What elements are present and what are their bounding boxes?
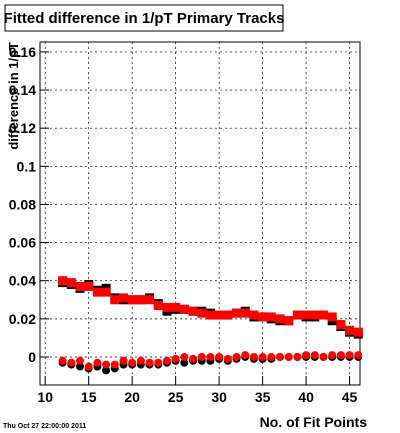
point bbox=[102, 366, 111, 375]
point bbox=[197, 308, 207, 318]
x-tick-label: 25 bbox=[168, 389, 184, 405]
point bbox=[293, 352, 302, 361]
point bbox=[118, 293, 128, 303]
x-tick-label: 10 bbox=[37, 389, 53, 405]
point bbox=[92, 287, 102, 297]
point bbox=[75, 281, 85, 291]
point bbox=[284, 316, 294, 326]
point bbox=[136, 356, 145, 365]
point bbox=[249, 352, 258, 361]
chart-title: Fitted difference in 1/pT Primary Tracks bbox=[4, 10, 285, 27]
point bbox=[205, 310, 215, 320]
point bbox=[267, 352, 276, 361]
point bbox=[84, 362, 93, 371]
point bbox=[84, 281, 94, 291]
point bbox=[310, 351, 319, 360]
point bbox=[284, 352, 293, 361]
plot-frame bbox=[39, 41, 361, 386]
point bbox=[145, 295, 155, 305]
point bbox=[145, 358, 154, 367]
point bbox=[67, 358, 76, 367]
point bbox=[171, 302, 181, 312]
point bbox=[66, 278, 76, 288]
y-tick-label: 0.12 bbox=[9, 120, 36, 136]
point bbox=[214, 310, 224, 320]
x-tick-label: 35 bbox=[255, 389, 271, 405]
point bbox=[136, 295, 146, 305]
point bbox=[336, 320, 346, 330]
y-tick-label: 0.02 bbox=[9, 311, 36, 327]
point bbox=[76, 362, 84, 371]
y-tick-label: 0.04 bbox=[9, 273, 36, 289]
y-tick-label: 0.16 bbox=[9, 44, 36, 60]
point bbox=[171, 354, 180, 363]
point bbox=[154, 358, 163, 367]
point bbox=[310, 310, 320, 320]
point bbox=[76, 356, 84, 365]
point bbox=[101, 287, 111, 297]
x-tick-label: 15 bbox=[81, 389, 97, 405]
point bbox=[153, 300, 163, 310]
point bbox=[128, 358, 137, 367]
title-box bbox=[4, 4, 284, 32]
x-axis-label: No. of Fit Points bbox=[260, 414, 368, 430]
y-tick-label: 0.06 bbox=[9, 235, 36, 251]
x-tick-label: 20 bbox=[124, 389, 140, 405]
point bbox=[266, 312, 276, 322]
point bbox=[162, 356, 171, 365]
y-tick-label: 0.08 bbox=[9, 196, 36, 212]
point bbox=[110, 360, 119, 369]
point bbox=[345, 351, 354, 360]
point bbox=[302, 351, 311, 360]
point bbox=[197, 352, 206, 361]
point bbox=[292, 310, 302, 320]
point bbox=[354, 351, 363, 360]
point bbox=[127, 295, 137, 305]
point bbox=[240, 308, 250, 318]
point bbox=[102, 360, 111, 369]
y-tick-label: 0.14 bbox=[9, 82, 36, 98]
y-axis-label: difference in 1/pT bbox=[6, 42, 21, 150]
y-tick-label: 0 bbox=[28, 349, 36, 365]
point bbox=[119, 356, 128, 365]
point bbox=[215, 352, 224, 361]
point bbox=[318, 310, 328, 320]
x-tick-label: 45 bbox=[342, 389, 358, 405]
point bbox=[319, 352, 328, 361]
point bbox=[93, 358, 102, 367]
date-stamp: Thu Oct 27 22:00:00 2011 bbox=[3, 423, 86, 430]
point bbox=[301, 310, 311, 320]
point bbox=[180, 358, 189, 367]
point bbox=[232, 352, 241, 361]
point bbox=[327, 312, 337, 322]
point bbox=[206, 352, 215, 361]
point bbox=[353, 327, 363, 337]
point bbox=[58, 356, 67, 365]
point bbox=[258, 312, 268, 322]
point bbox=[110, 295, 120, 305]
point bbox=[249, 310, 259, 320]
point bbox=[241, 351, 250, 360]
point bbox=[180, 352, 189, 361]
point bbox=[336, 351, 345, 360]
point bbox=[258, 352, 267, 361]
point bbox=[162, 302, 172, 312]
x-tick-label: 40 bbox=[298, 389, 314, 405]
point bbox=[58, 276, 68, 286]
point bbox=[179, 304, 189, 314]
point bbox=[188, 306, 198, 316]
point bbox=[189, 354, 198, 363]
y-tick-label: 0.1 bbox=[17, 158, 37, 174]
point bbox=[223, 310, 233, 320]
point bbox=[345, 325, 355, 335]
point bbox=[232, 308, 242, 318]
point bbox=[328, 351, 337, 360]
x-tick-label: 30 bbox=[211, 389, 227, 405]
point bbox=[223, 354, 232, 363]
point bbox=[276, 352, 284, 361]
point bbox=[275, 314, 285, 324]
